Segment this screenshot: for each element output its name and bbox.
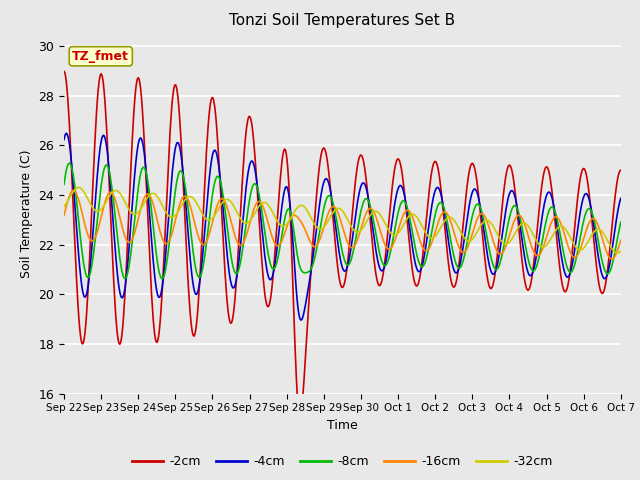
-4cm <box>63 131 70 136</box>
-16cm <box>70 188 77 193</box>
-2cm <box>617 167 625 173</box>
-2cm <box>428 173 435 179</box>
-4cm <box>617 195 625 201</box>
-4cm <box>60 137 68 143</box>
-4cm <box>185 238 193 244</box>
-8cm <box>428 228 436 234</box>
-32cm <box>60 204 68 209</box>
-4cm <box>214 158 222 164</box>
Text: TZ_fmet: TZ_fmet <box>72 50 129 63</box>
Legend: -2cm, -4cm, -8cm, -16cm, -32cm: -2cm, -4cm, -8cm, -16cm, -32cm <box>127 450 558 473</box>
-2cm <box>296 413 304 419</box>
-8cm <box>60 181 68 187</box>
-32cm <box>428 235 435 241</box>
-32cm <box>214 207 222 213</box>
-4cm <box>412 262 419 267</box>
-2cm <box>60 69 68 74</box>
-8cm <box>71 183 79 189</box>
-16cm <box>60 213 68 218</box>
-2cm <box>70 223 78 229</box>
-16cm <box>607 256 615 262</box>
-32cm <box>70 188 78 193</box>
-4cm <box>428 203 436 208</box>
-8cm <box>412 246 419 252</box>
-32cm <box>128 210 136 216</box>
-16cm <box>71 188 79 194</box>
-32cm <box>75 185 83 191</box>
-32cm <box>185 194 193 200</box>
-4cm <box>71 202 79 207</box>
-4cm <box>128 204 136 209</box>
-32cm <box>613 250 621 256</box>
-2cm <box>127 155 135 160</box>
-2cm <box>411 280 419 286</box>
-16cm <box>428 241 435 247</box>
-16cm <box>411 221 419 227</box>
-8cm <box>159 276 166 282</box>
Line: -32cm: -32cm <box>64 188 621 253</box>
Line: -2cm: -2cm <box>64 72 621 416</box>
-8cm <box>617 219 625 225</box>
-2cm <box>184 276 192 281</box>
-32cm <box>411 212 419 218</box>
-32cm <box>617 248 625 254</box>
Line: -4cm: -4cm <box>64 133 621 320</box>
-16cm <box>617 238 625 243</box>
X-axis label: Time: Time <box>327 419 358 432</box>
-8cm <box>65 160 73 166</box>
-8cm <box>215 174 223 180</box>
-2cm <box>214 133 221 139</box>
Title: Tonzi Soil Temperatures Set B: Tonzi Soil Temperatures Set B <box>229 13 456 28</box>
Line: -16cm: -16cm <box>64 191 621 259</box>
-16cm <box>128 237 136 242</box>
-16cm <box>185 198 193 204</box>
Y-axis label: Soil Temperature (C): Soil Temperature (C) <box>20 149 33 278</box>
-4cm <box>297 317 305 323</box>
-8cm <box>186 217 193 223</box>
-8cm <box>128 240 136 245</box>
Line: -8cm: -8cm <box>64 163 621 279</box>
-16cm <box>214 200 222 206</box>
